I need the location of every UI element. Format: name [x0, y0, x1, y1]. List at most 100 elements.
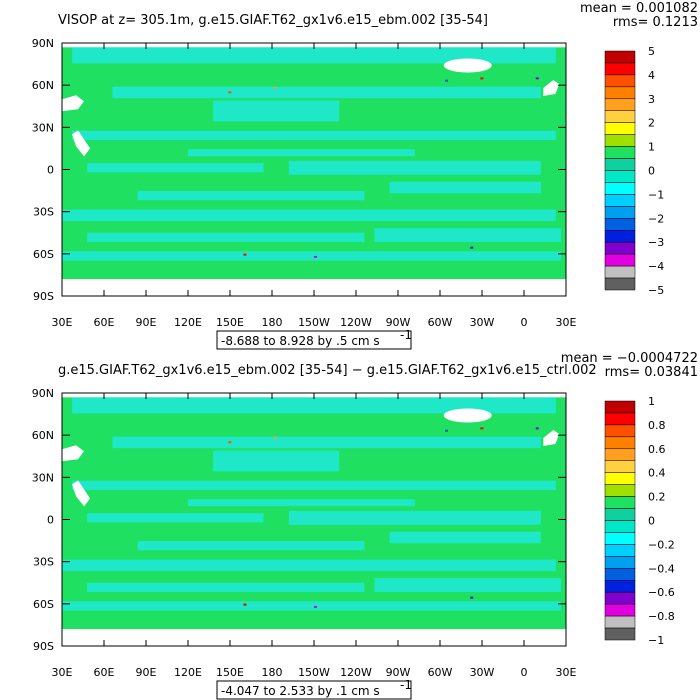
chart-panel-top: VISOP at z= 305.1m, g.e15.GIAF.T62_gx1v6…: [32, 1, 698, 350]
x-tick-label: 90E: [136, 666, 157, 679]
x-tick-label: 150W: [298, 316, 330, 329]
range-label: -8.688 to 8.928 by .5 cm s: [221, 334, 380, 348]
stat-rms: rms= 0.1213: [613, 15, 698, 30]
y-tick-label: 30N: [32, 471, 54, 484]
field-neg-band: [112, 436, 541, 449]
colorbar-cell: [604, 62, 636, 76]
x-tick-label: 0: [521, 316, 528, 329]
range-box-frame: [216, 680, 412, 700]
x-tick-label: 0: [521, 666, 528, 679]
colorbar-label: −2: [648, 212, 664, 225]
field-neg-band: [213, 450, 340, 472]
colorbar-label: −3: [648, 236, 664, 249]
field-spot: [243, 603, 247, 606]
land-greenland: [443, 58, 492, 73]
field-neg-band: [72, 397, 556, 414]
y-tick-label: 0: [47, 164, 54, 177]
y-tick-label: 60N: [32, 429, 54, 442]
field-spot: [480, 77, 484, 80]
x-tick-label: 150E: [216, 666, 244, 679]
field-spot: [535, 77, 539, 80]
colorbar-cell: [604, 110, 636, 123]
colorbar-cell: [604, 253, 636, 267]
colorbar-cell: [604, 122, 636, 135]
colorbar-cell: [604, 412, 636, 426]
colorbar-label: −0.6: [648, 586, 675, 599]
stat-rms: rms= 0.03841: [605, 365, 698, 380]
y-tick-label: 30S: [33, 206, 54, 219]
range-exponent: -1: [400, 328, 412, 342]
y-tick-label: 60N: [32, 79, 54, 92]
x-tick-label: 120E: [174, 666, 202, 679]
field-spot: [480, 427, 484, 430]
y-tick-label: 30N: [32, 121, 54, 134]
x-tick-label: 180: [262, 666, 283, 679]
colorbar-cell: [604, 627, 636, 641]
x-tick-label: 90E: [136, 316, 157, 329]
colorbar-label: −4: [648, 260, 664, 273]
field-spot: [445, 429, 449, 432]
x-tick-label: 180: [262, 316, 283, 329]
field-neg-band: [137, 541, 365, 551]
colorbar-cell: [604, 206, 636, 219]
colorbar-cell: [604, 472, 636, 485]
colorbar-cell: [604, 556, 636, 569]
chart-svg-bottom: g.e15.GIAF.T62_gx1v6.e15_ebm.002 [35-54]…: [32, 351, 698, 700]
colorbar-cell: [604, 277, 636, 291]
colorbar-cell: [604, 230, 636, 243]
colorbar-cell: [604, 508, 636, 521]
field-neg-band: [374, 578, 561, 593]
y-tick-label: 60S: [33, 248, 54, 261]
stat-mean: mean = 0.001082: [580, 1, 698, 16]
land-europe: [62, 445, 84, 462]
colorbar-label: 0.6: [648, 443, 666, 456]
colorbar-cell: [604, 98, 636, 112]
colorbar-cell: [604, 74, 636, 88]
field-spot: [314, 605, 317, 608]
colorbar-cell: [604, 591, 636, 605]
field-spot: [445, 79, 449, 82]
field-neg-band: [213, 100, 340, 122]
chart-title: VISOP at z= 305.1m, g.e15.GIAF.T62_gx1v6…: [58, 13, 488, 28]
colorbar-cell: [604, 265, 636, 279]
range-box: -4.047 to 2.533 by .1 cm s -1: [216, 678, 412, 700]
colorbar-label: 0: [648, 515, 655, 528]
x-tick-label: 120E: [174, 316, 202, 329]
field-neg-band: [188, 499, 415, 507]
colorbar-label: 4: [648, 69, 655, 82]
range-box-frame: [216, 330, 412, 350]
colorbar-cell: [604, 134, 636, 147]
field-neg-band: [87, 232, 365, 243]
colorbar-label: 0.2: [648, 491, 666, 504]
x-tick-label: 30E: [556, 666, 577, 679]
colorbar-cell: [604, 460, 636, 473]
x-tick-label: 150E: [216, 316, 244, 329]
land-arabia: [72, 130, 91, 157]
colorbar-label: 2: [648, 117, 655, 130]
x-tick-label: 30E: [556, 316, 577, 329]
colorbar-label: 0.4: [648, 467, 666, 480]
x-tick-label: 60W: [428, 316, 453, 329]
colorbar-cell: [604, 496, 636, 509]
colorbar-cell: [604, 436, 636, 450]
land-scandinavia: [543, 79, 560, 96]
range-box: -8.688 to 8.928 by .5 cm s -1: [216, 328, 412, 350]
y-tick-label: 90N: [32, 37, 54, 50]
colorbar-label: 1: [648, 141, 655, 154]
range-label: -4.047 to 2.533 by .1 cm s: [221, 684, 380, 698]
field-neg-band: [62, 559, 556, 572]
colorbar-label: 0: [648, 165, 655, 178]
x-tick-label: 30E: [52, 666, 73, 679]
land-europe: [62, 95, 84, 112]
colorbar-label: −0.8: [648, 610, 675, 623]
colorbar-label: −5: [648, 284, 664, 297]
x-tick-label: 120W: [340, 666, 372, 679]
colorbar-label: 3: [648, 93, 655, 106]
field-neg-band: [137, 191, 365, 201]
colorbar-cell: [604, 532, 636, 545]
x-tick-label: 30E: [52, 316, 73, 329]
colorbar-cell: [604, 544, 636, 557]
land-scandinavia: [543, 429, 560, 446]
colorbar-cell: [604, 158, 636, 171]
y-tick-label: 60S: [33, 598, 54, 611]
